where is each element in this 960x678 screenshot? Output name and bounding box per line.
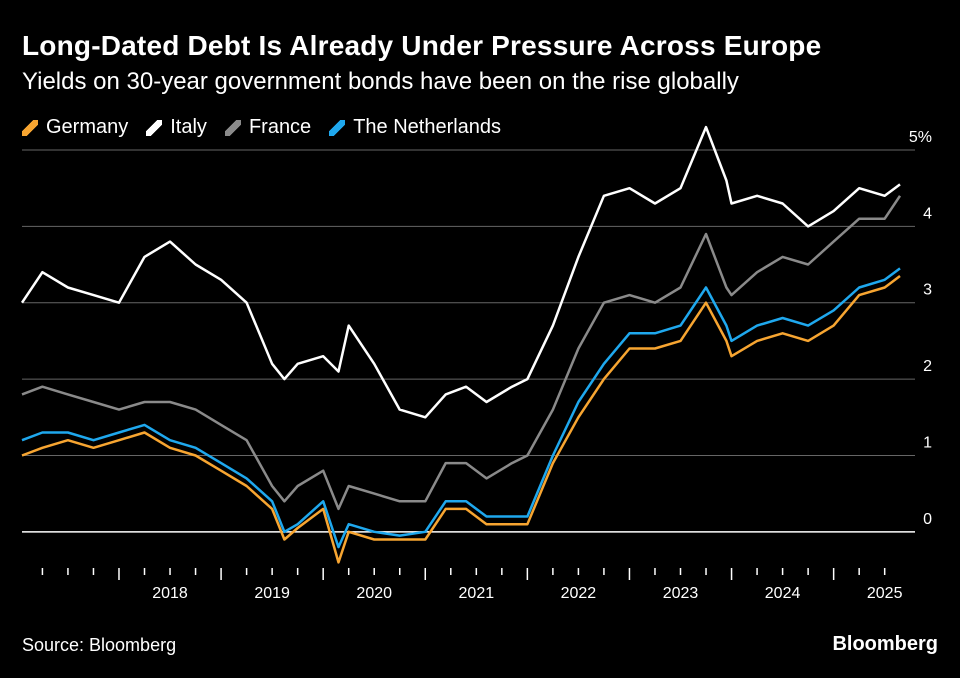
x-tick-label-2024: 2024: [765, 585, 801, 602]
legend-item-france: France: [224, 116, 312, 139]
legend-swatch-germany: [22, 119, 38, 136]
y-tick-label-1: 1: [923, 434, 932, 451]
legend-item-germany: Germany: [22, 116, 128, 139]
x-tick-label-2020: 2020: [356, 585, 392, 602]
legend-swatch-netherlands: [329, 119, 346, 136]
x-tick-label-2025: 2025: [867, 585, 903, 602]
series-line-italy: [20, 125, 901, 419]
y-tick-label-5: 5%: [909, 129, 932, 146]
legend-swatch-france: [224, 119, 241, 136]
legend-item-netherlands: The Netherlands: [329, 116, 501, 139]
x-tick-label-2018: 2018: [152, 585, 188, 602]
x-tick-label-2021: 2021: [459, 585, 495, 602]
legend-label-france: France: [248, 116, 312, 138]
series-line-the-netherlands: [21, 267, 901, 549]
legend-item-italy: Italy: [146, 116, 207, 139]
y-tick-label-3: 3: [923, 282, 932, 299]
legend-label-italy: Italy: [170, 116, 207, 138]
y-tick-label-0: 0: [923, 511, 932, 528]
series-line-germany: [21, 275, 901, 564]
brand-logo: Bloomberg: [832, 633, 938, 655]
legend-label-netherlands: The Netherlands: [353, 116, 502, 138]
x-tick-label-2023: 2023: [663, 585, 699, 602]
source-note: Source: Bloomberg: [22, 635, 177, 655]
x-tick-label-2019: 2019: [254, 585, 290, 602]
y-tick-label-2: 2: [923, 358, 932, 375]
x-tick-label-2022: 2022: [561, 585, 597, 602]
legend: Germany Italy France The Netherlands: [22, 116, 501, 139]
chart-title: Long-Dated Debt Is Already Under Pressur…: [22, 30, 822, 61]
chart-subtitle: Yields on 30-year government bonds have …: [22, 68, 739, 95]
y-tick-label-4: 4: [923, 205, 932, 222]
series-line-france: [21, 195, 902, 511]
legend-swatch-italy: [146, 119, 163, 136]
legend-label-germany: Germany: [46, 116, 129, 138]
